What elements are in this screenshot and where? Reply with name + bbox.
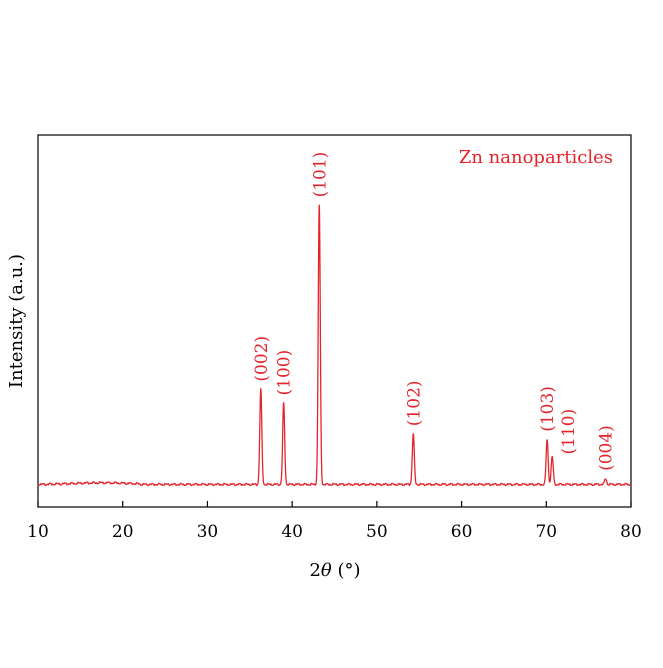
x-axis-label-suffix: (°) <box>332 560 361 581</box>
x-tick-label: 60 <box>451 522 473 542</box>
x-tick-label: 40 <box>281 522 303 542</box>
peak-label: (101) <box>310 152 330 198</box>
x-axis-ticks: 10 20 30 40 50 60 70 80 <box>27 501 642 542</box>
x-tick-label: 70 <box>535 522 557 542</box>
y-axis-label: Intensity (a.u.) <box>6 254 27 388</box>
peak-label: (102) <box>404 380 424 426</box>
x-tick-label: 50 <box>366 522 388 542</box>
peak-label: (100) <box>275 350 295 396</box>
x-tick-label: 30 <box>197 522 219 542</box>
peak-label: (103) <box>538 386 558 432</box>
x-tick-label: 20 <box>112 522 134 542</box>
peak-labels: (002) (100) (101) (102) (103) (110) (004) <box>252 152 617 471</box>
x-axis-label: 2θ (°) <box>309 560 360 581</box>
x-axis-label-symbol: θ <box>321 560 332 581</box>
series-line-zn <box>37 204 632 487</box>
x-tick-label: 10 <box>27 522 49 542</box>
peak-label: (002) <box>252 336 272 382</box>
peak-label: (004) <box>597 425 617 471</box>
x-tick-label: 80 <box>620 522 642 542</box>
peak-label: (110) <box>559 409 579 455</box>
x-axis-label-prefix: 2 <box>309 560 320 581</box>
legend-label: Zn nanoparticles <box>459 147 613 168</box>
plot-frame <box>37 134 632 508</box>
